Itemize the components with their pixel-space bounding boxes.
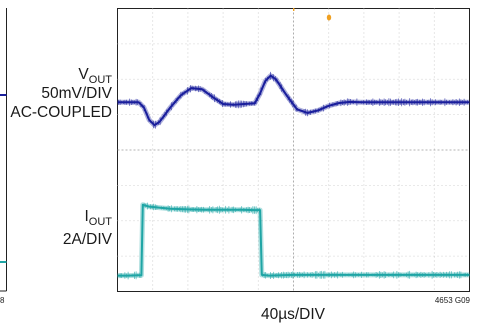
vout-label: VOUT bbox=[78, 66, 112, 86]
x-axis-label: 40µs/DIV bbox=[261, 306, 326, 323]
vout-trace-noise bbox=[118, 71, 468, 129]
trigger-time-marker bbox=[293, 8, 295, 11]
vout-scale: 50mV/DIV bbox=[41, 85, 112, 102]
iout-trace-noise bbox=[118, 202, 468, 280]
iout-label: IOUT bbox=[84, 208, 112, 228]
figure-code: 4653 G09 bbox=[435, 296, 471, 305]
traces bbox=[117, 71, 470, 280]
trigger-marker bbox=[326, 14, 332, 21]
vout-coupling: AC-COUPLED bbox=[10, 104, 112, 121]
neighbor-figure-code: 8 bbox=[0, 296, 5, 305]
iout-scale: 2A/DIV bbox=[63, 231, 113, 248]
grid bbox=[117, 8, 470, 292]
neighbor-panel-edge bbox=[0, 8, 7, 292]
